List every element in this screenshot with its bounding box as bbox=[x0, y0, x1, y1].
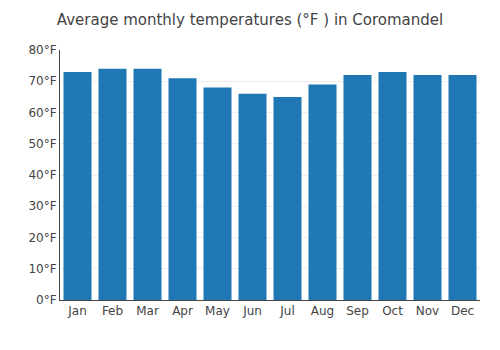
svg-text:May: May bbox=[205, 304, 230, 318]
svg-text:Average monthly temperatures (: Average monthly temperatures (°F ) in Co… bbox=[57, 11, 443, 29]
svg-text:Mar: Mar bbox=[136, 304, 159, 318]
svg-text:Sep: Sep bbox=[346, 304, 369, 318]
svg-text:Jun: Jun bbox=[242, 304, 262, 318]
svg-text:Aug: Aug bbox=[311, 304, 334, 318]
svg-text:Dec: Dec bbox=[451, 304, 474, 318]
svg-text:0°F: 0°F bbox=[36, 293, 57, 307]
svg-text:60°F: 60°F bbox=[28, 106, 56, 120]
svg-text:30°F: 30°F bbox=[28, 199, 56, 213]
svg-text:70°F: 70°F bbox=[28, 74, 56, 88]
svg-text:Oct: Oct bbox=[382, 304, 403, 318]
svg-text:Jan: Jan bbox=[67, 304, 87, 318]
svg-text:20°F: 20°F bbox=[28, 231, 56, 245]
svg-text:Nov: Nov bbox=[416, 304, 439, 318]
svg-text:Jul: Jul bbox=[279, 304, 294, 318]
svg-text:Apr: Apr bbox=[172, 304, 193, 318]
svg-text:Feb: Feb bbox=[102, 304, 123, 318]
svg-text:40°F: 40°F bbox=[28, 168, 56, 182]
svg-text:50°F: 50°F bbox=[28, 137, 56, 151]
svg-text:10°F: 10°F bbox=[28, 262, 56, 276]
svg-text:80°F: 80°F bbox=[28, 43, 56, 57]
